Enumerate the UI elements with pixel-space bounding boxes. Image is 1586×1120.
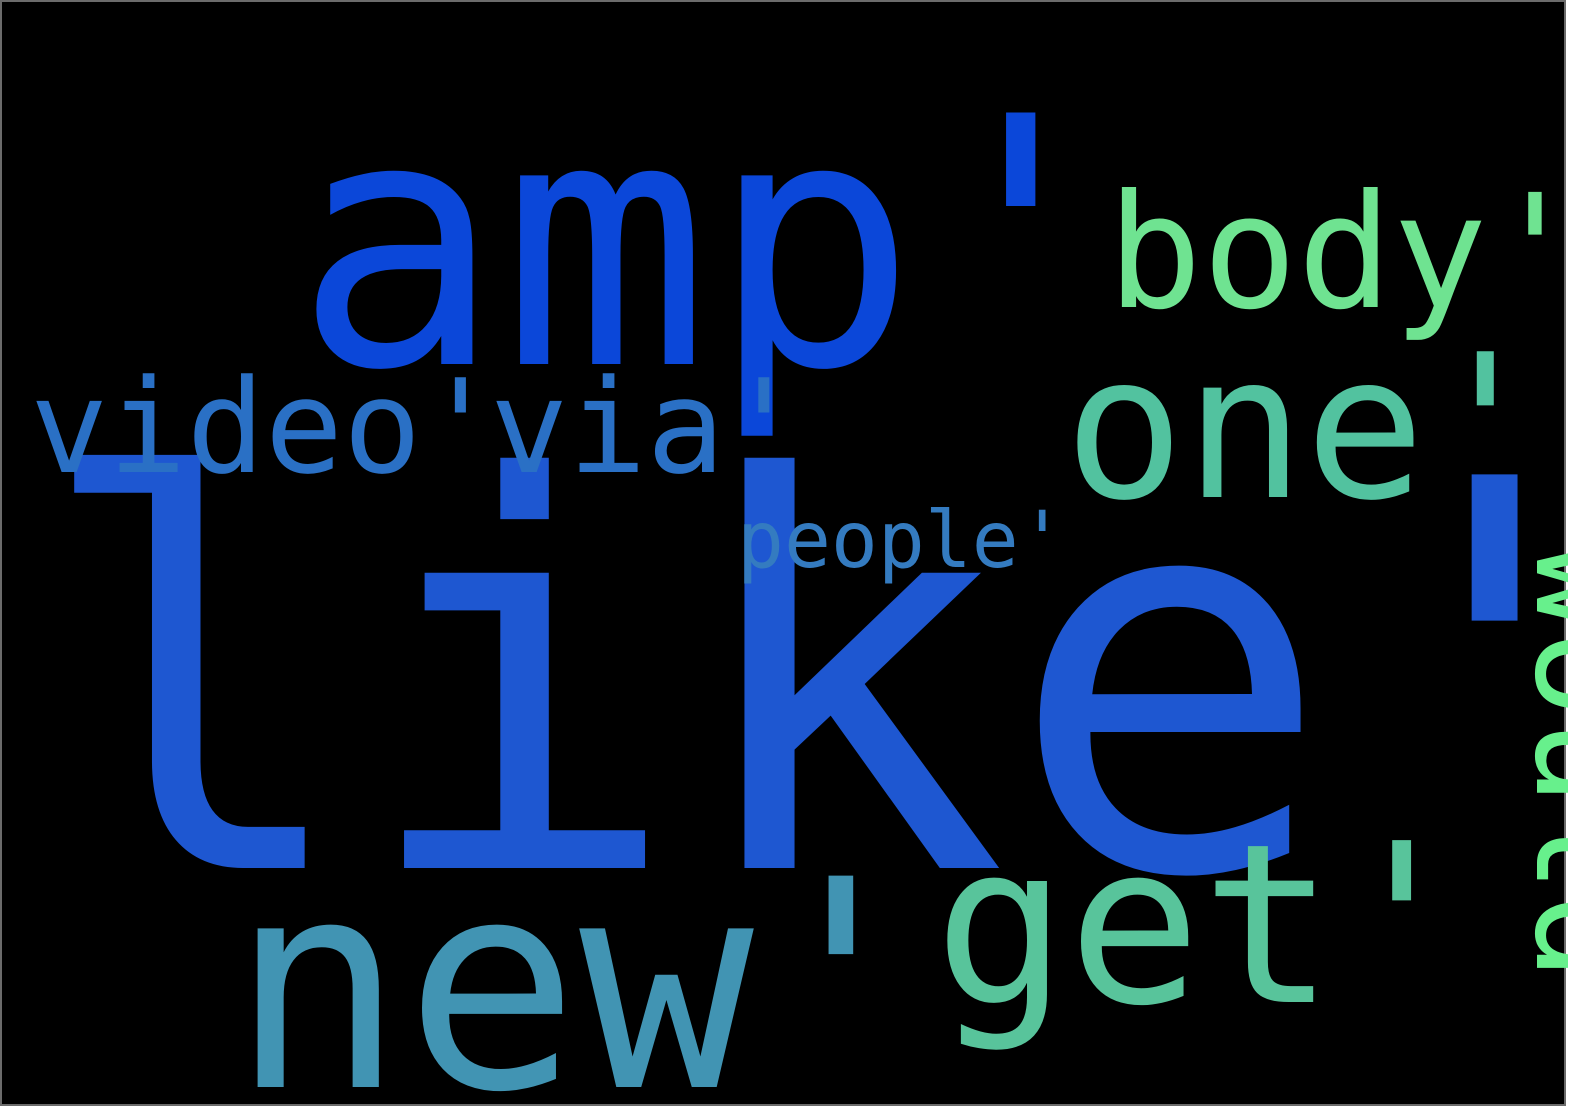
word-cloud-frame: amp' like' body' one' video' via' people… bbox=[0, 0, 1568, 1108]
word-would: would bbox=[1502, 542, 1568, 982]
word-like: like' bbox=[32, 368, 1568, 996]
word-new: new' bbox=[230, 819, 928, 1108]
word-cloud: amp' like' body' one' video' via' people… bbox=[30, 45, 1568, 1108]
word-people: people' bbox=[737, 496, 1066, 586]
word-body: body' bbox=[1107, 161, 1568, 345]
word-video: video' bbox=[30, 351, 500, 503]
word-amp: amp' bbox=[294, 45, 1125, 446]
word-via: via' bbox=[490, 351, 803, 503]
word-one: one' bbox=[1064, 312, 1546, 545]
word-get: get' bbox=[934, 797, 1469, 1055]
